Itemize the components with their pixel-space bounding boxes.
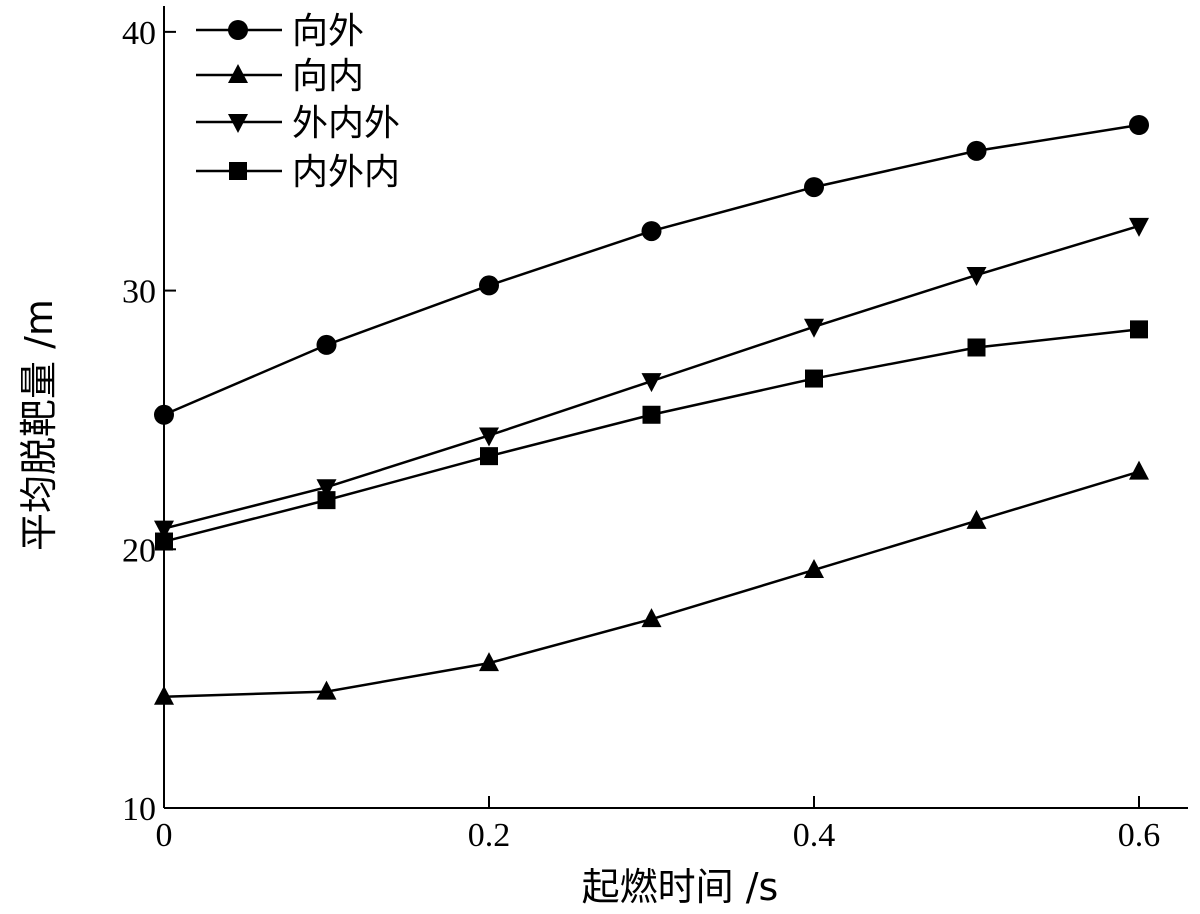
triangle-down-marker (641, 373, 662, 393)
legend-label: 内外内 (292, 152, 400, 193)
legend-item-3: 外内外 (196, 103, 400, 144)
series-3 (154, 217, 1149, 540)
series-2 (154, 460, 1149, 705)
y-tick-label: 40 (122, 15, 156, 52)
square-marker (642, 405, 661, 424)
legend-label: 向内 (292, 56, 364, 97)
square-marker (229, 162, 247, 180)
series-layer (154, 115, 1149, 705)
triangle-up-marker (479, 652, 499, 672)
square-marker (1130, 320, 1148, 339)
circle-marker (479, 275, 499, 296)
triangle-up-marker (804, 558, 824, 578)
circle-marker (804, 177, 824, 198)
circle-marker (154, 404, 174, 425)
legend-item-4: 内外内 (196, 152, 400, 193)
y-axis-title: 平均脱靶量 /m (17, 299, 61, 551)
triangle-up-marker (1129, 460, 1149, 480)
triangle-down-marker (1129, 217, 1149, 237)
x-tick-label: 0.4 (793, 817, 836, 854)
series-4 (155, 320, 1148, 551)
x-tick-label: 0.6 (1118, 817, 1161, 854)
legend-label: 向外 (292, 11, 364, 52)
ticks: 10 20 30 40 0 0.2 0.4 0.6 (122, 15, 1160, 854)
square-marker (480, 447, 498, 466)
triangle-down-marker (316, 479, 337, 499)
circle-marker (641, 221, 662, 242)
circle-marker (966, 140, 987, 161)
x-tick-label: 0.2 (468, 817, 511, 854)
y-tick-label: 30 (122, 274, 156, 311)
square-marker (805, 369, 823, 388)
y-tick-label: 10 (122, 791, 156, 828)
x-tick-label: 0 (156, 817, 173, 854)
triangle-up-marker (641, 608, 662, 628)
x-axis-title: 起燃时间 /s (582, 865, 779, 909)
series-line (163, 328, 1140, 543)
triangle-up-marker (316, 680, 337, 700)
legend-label: 外内外 (292, 103, 400, 144)
square-marker (317, 491, 336, 510)
legend-item-2: 向内 (196, 56, 364, 97)
triangle-down-marker (154, 520, 174, 540)
triangle-down-marker (479, 427, 499, 447)
triangle-down-marker (804, 318, 824, 338)
circle-marker (1129, 115, 1149, 136)
triangle-down-marker (966, 267, 987, 287)
triangle-up-marker (228, 64, 248, 83)
triangle-up-marker (154, 685, 174, 705)
legend-item-1: 向外 (196, 11, 364, 52)
triangle-up-marker (966, 509, 987, 529)
series-1 (154, 115, 1149, 425)
square-marker (967, 338, 986, 357)
circle-marker (228, 20, 248, 40)
circle-marker (316, 334, 337, 355)
triangle-down-marker (228, 114, 248, 133)
y-tick-label: 20 (122, 532, 156, 569)
square-marker (155, 532, 173, 551)
